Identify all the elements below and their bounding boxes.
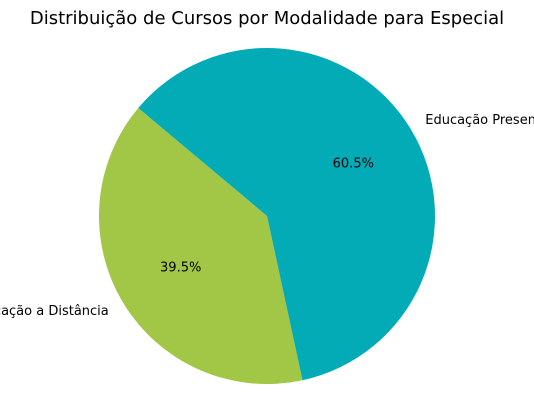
chart-title: Distribuição de Cursos por Modalidade pa… [30,8,504,29]
pct-label-educacao-a-distancia: 39.5% [160,261,201,276]
pct-label-educacao-presencial: 60.5% [333,156,374,171]
pie-slice-educacao-presencial [138,48,435,381]
pie-slices [99,48,435,385]
slice-label-educacao-presencial: Educação Presencial [425,113,534,128]
slice-label-educacao-a-distancia: Educação a Distância [0,304,109,319]
pie-labels: 39.5% Educação a Distância 60.5% Educação P… [0,113,534,319]
pie-slice-educacao-a-distancia [99,108,303,385]
